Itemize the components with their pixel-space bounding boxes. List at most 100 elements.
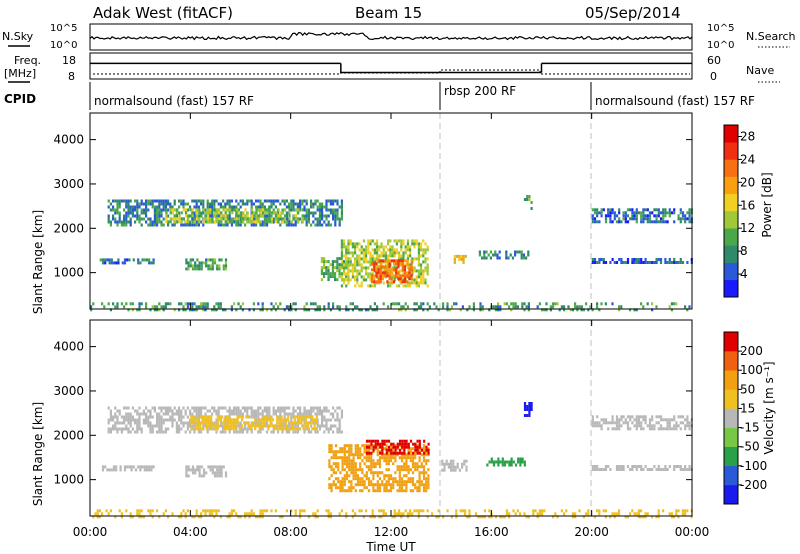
data-cell xyxy=(290,202,293,206)
data-cell xyxy=(191,264,195,268)
data-cell xyxy=(219,406,222,410)
data-cell xyxy=(281,208,284,212)
data-cell xyxy=(147,409,150,413)
data-cell xyxy=(196,208,199,212)
data-cell xyxy=(403,465,406,469)
data-cell xyxy=(385,439,388,443)
data-cell xyxy=(415,308,418,312)
data-cell xyxy=(225,427,228,431)
data-cell xyxy=(431,512,434,516)
data-cell xyxy=(104,258,107,262)
data-cell xyxy=(120,430,123,434)
data-cell xyxy=(332,480,335,484)
data-cell xyxy=(232,421,235,425)
data-cell xyxy=(251,421,255,425)
data-cell xyxy=(213,258,217,262)
data-cell xyxy=(340,211,343,215)
data-cell xyxy=(684,512,687,516)
data-cell xyxy=(186,202,189,206)
data-cell xyxy=(314,308,317,312)
data-cell xyxy=(209,258,212,262)
data-cell xyxy=(655,220,658,224)
data-cell xyxy=(422,254,425,258)
data-cell xyxy=(222,424,225,428)
data-cell xyxy=(406,259,409,263)
data-cell xyxy=(402,254,405,258)
data-cell xyxy=(191,471,195,475)
data-cell xyxy=(358,248,361,252)
data-cell xyxy=(365,278,368,282)
data-cell xyxy=(668,421,671,425)
data-cell xyxy=(148,465,151,469)
data-cell xyxy=(413,245,416,249)
data-cell xyxy=(213,220,216,224)
data-cell xyxy=(191,211,194,215)
data-cell xyxy=(398,480,401,484)
data-cell xyxy=(109,409,112,413)
data-cell xyxy=(392,456,395,460)
data-cell xyxy=(668,418,671,422)
data-cell xyxy=(591,421,594,425)
data-cell xyxy=(373,284,376,288)
data-cell xyxy=(127,205,130,209)
data-cell xyxy=(490,460,493,464)
data-cell xyxy=(420,448,424,452)
data-cell xyxy=(260,424,263,428)
data-cell xyxy=(651,418,654,422)
data-cell xyxy=(624,211,627,215)
data-cell xyxy=(215,199,218,203)
data-cell xyxy=(465,465,468,469)
data-cell xyxy=(217,305,220,309)
data-cell xyxy=(230,412,233,416)
data-cell xyxy=(483,256,486,260)
data-cell xyxy=(321,211,324,215)
data-cell xyxy=(178,302,181,306)
data-cell xyxy=(104,465,107,469)
data-cell xyxy=(115,261,118,265)
data-cell xyxy=(424,269,427,273)
data-cell xyxy=(185,208,188,212)
data-cell xyxy=(370,465,373,469)
data-cell xyxy=(423,439,426,443)
data-cell xyxy=(675,509,678,513)
data-cell xyxy=(138,512,141,516)
data-cell xyxy=(593,220,597,224)
data-cell xyxy=(374,483,377,487)
data-cell xyxy=(670,261,674,264)
data-cell xyxy=(400,305,403,309)
data-cell xyxy=(327,278,330,282)
data-cell xyxy=(293,421,296,425)
data-cell xyxy=(664,258,667,261)
data-cell xyxy=(267,427,270,431)
data-cell xyxy=(178,214,181,218)
data-cell xyxy=(165,217,168,221)
data-cell xyxy=(668,427,671,431)
data-cell xyxy=(400,483,404,487)
data-cell xyxy=(272,217,275,221)
data-cell xyxy=(403,480,406,484)
data-cell xyxy=(349,302,352,306)
data-cell xyxy=(387,239,390,243)
y-tick-label: 3000 xyxy=(53,384,84,398)
data-cell xyxy=(371,272,374,276)
data-cell xyxy=(202,302,205,306)
data-cell xyxy=(96,509,99,513)
data-cell xyxy=(490,457,493,461)
data-cell xyxy=(392,451,395,455)
data-cell xyxy=(316,424,319,428)
data-cell xyxy=(314,515,317,519)
data-cell xyxy=(362,278,365,282)
data-cell xyxy=(358,509,361,513)
data-cell xyxy=(646,220,649,224)
data-cell xyxy=(173,418,176,422)
data-cell xyxy=(461,465,464,469)
data-cell xyxy=(304,421,307,425)
data-cell xyxy=(361,483,364,487)
data-cell xyxy=(332,199,335,203)
data-cell xyxy=(114,199,117,203)
data-cell xyxy=(394,448,397,452)
data-cell xyxy=(171,205,174,209)
data-cell xyxy=(398,468,401,472)
data-cell xyxy=(228,412,231,416)
data-cell xyxy=(196,217,199,221)
